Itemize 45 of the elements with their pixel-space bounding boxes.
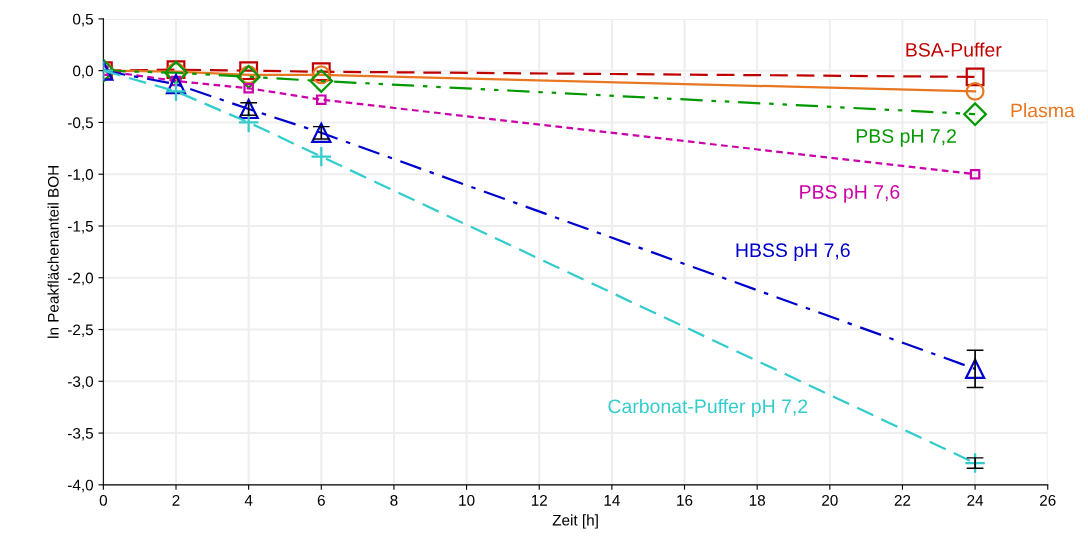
point xyxy=(309,69,334,93)
point xyxy=(969,168,981,180)
x-tick-label: 14 xyxy=(604,495,620,506)
x-tick-label: 22 xyxy=(894,494,911,506)
y-tick-label: -2,0 xyxy=(67,272,94,286)
y-tick-label: -1,5 xyxy=(67,221,93,234)
point xyxy=(243,83,254,94)
x-tick-label: 26 xyxy=(1040,494,1056,506)
y-tick-label: -1,0 xyxy=(67,169,94,182)
series-label: PBS pH 7,6 xyxy=(800,185,900,203)
point xyxy=(963,102,988,127)
x-tick-label: 24 xyxy=(967,494,984,506)
point xyxy=(165,74,187,95)
x-tick-label: 4 xyxy=(244,495,253,506)
x-tick-label: 8 xyxy=(390,494,398,506)
x-tick-label: 16 xyxy=(677,494,693,506)
x-tick-label: 10 xyxy=(459,494,475,506)
y-tick-label: -3,0 xyxy=(67,376,94,389)
y-axis-title: ln Peakflächenanteil BOH xyxy=(47,166,59,338)
y-tick-label: -2,5 xyxy=(67,324,93,338)
y-tick-label: -0,5 xyxy=(67,117,93,130)
x-tick-label: 12 xyxy=(531,494,547,506)
series-label: BSA-Puffer xyxy=(906,42,1002,57)
y-tick-label: -4,0 xyxy=(67,479,94,493)
series-label: PBS pH 7,2 xyxy=(856,129,956,147)
series-label: Plasma xyxy=(1011,103,1075,118)
x-tick-label: 18 xyxy=(749,494,765,506)
x-tick-label: 2 xyxy=(172,494,180,506)
series-label: HBSS pH 7,6 xyxy=(736,243,850,261)
x-tick-label: 0 xyxy=(99,494,108,506)
y-tick-label: 0,0 xyxy=(73,65,94,79)
point xyxy=(964,358,986,380)
point xyxy=(237,111,260,134)
y-tick-label: -3,5 xyxy=(67,427,93,441)
x-axis-title: Zeit [h] xyxy=(552,514,598,529)
point xyxy=(964,452,986,474)
point xyxy=(310,145,333,168)
x-tick-label: 6 xyxy=(317,494,325,506)
point xyxy=(965,81,985,101)
series-label: Carbonat-Puffer pH 7,2 xyxy=(608,398,808,418)
x-tick-label: 20 xyxy=(822,494,838,506)
point xyxy=(965,67,985,87)
point xyxy=(316,94,327,105)
y-tick-label: 0,5 xyxy=(73,13,93,27)
point xyxy=(165,80,187,103)
